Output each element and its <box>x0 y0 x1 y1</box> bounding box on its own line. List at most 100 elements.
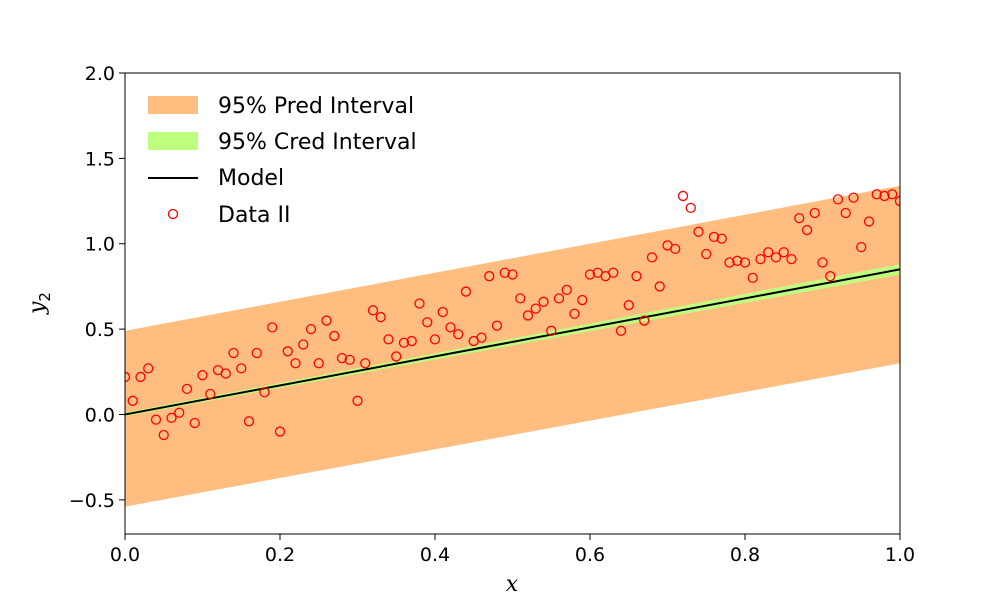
data-point <box>631 271 642 282</box>
data-point <box>158 429 169 441</box>
legend-swatch-pred <box>148 96 198 114</box>
data-point <box>608 267 619 278</box>
data-point <box>313 358 324 369</box>
x-axis-label: x <box>506 572 519 597</box>
data-point <box>336 352 348 364</box>
data-point <box>569 308 580 319</box>
data-point <box>871 189 882 200</box>
data-point <box>546 325 557 336</box>
data-point <box>724 257 735 268</box>
data-point <box>879 190 890 202</box>
data-point <box>135 371 146 383</box>
data-point <box>739 257 751 268</box>
data-point <box>205 388 216 400</box>
x-tick-label: 0.2 <box>265 544 295 566</box>
plot-frame <box>124 72 901 535</box>
data-point <box>646 252 658 263</box>
data-point <box>174 407 185 418</box>
data-point <box>794 212 805 224</box>
data-point <box>538 296 549 307</box>
legend-label-pred: 95% Pred Interval <box>218 94 414 119</box>
data-point <box>453 329 464 340</box>
data-point <box>298 339 309 350</box>
data-point <box>429 334 441 345</box>
legend-swatch-cred <box>148 132 198 150</box>
data-point <box>329 330 340 342</box>
data-point <box>840 207 851 219</box>
data-point <box>716 233 727 244</box>
data-point <box>685 202 696 214</box>
data-point <box>189 417 200 429</box>
x-tick-label: 0.6 <box>575 544 605 566</box>
x-tick-label: 0.8 <box>730 544 760 566</box>
legend-label-cred: 95% Cred Interval <box>218 130 417 155</box>
data-point <box>305 323 317 335</box>
data-point <box>809 207 820 219</box>
data-point <box>701 248 712 260</box>
data-point <box>437 306 448 318</box>
data-point <box>228 347 239 359</box>
data-point <box>491 320 503 331</box>
data-point <box>344 354 355 365</box>
data-point <box>282 346 293 357</box>
data-point <box>166 412 177 424</box>
data-point <box>848 192 859 203</box>
data-point <box>375 312 386 323</box>
legend-label-model: Model <box>218 166 284 191</box>
model-line <box>125 268 900 416</box>
data-point <box>406 335 417 347</box>
legend: 95% Pred Interval 95% Cred Interval Mode… <box>148 94 417 228</box>
data-point <box>274 426 286 437</box>
data-point <box>786 253 797 265</box>
x-tick-label: 0.0 <box>110 544 140 566</box>
y-tick-label: 1.5 <box>85 148 115 170</box>
y-tick-label: −0.5 <box>69 490 115 512</box>
data-point <box>367 305 379 316</box>
data-point <box>708 231 720 243</box>
y-tick-label: 0.0 <box>85 404 115 426</box>
data-point <box>801 224 813 236</box>
data-points <box>125 189 900 441</box>
data-point <box>243 416 255 427</box>
data-point <box>251 347 262 359</box>
data-point <box>476 332 487 343</box>
data-point <box>677 190 689 202</box>
y-tick-label: 0.5 <box>85 319 115 341</box>
data-point <box>445 322 456 333</box>
y-axis-ticks: −0.5 0.0 0.5 1.0 1.5 2.0 <box>69 63 125 512</box>
data-point <box>755 253 766 265</box>
data-point <box>863 216 875 227</box>
data-point <box>577 294 588 306</box>
data-point <box>267 322 278 333</box>
data-point <box>515 293 526 304</box>
data-point <box>615 325 627 336</box>
data-point <box>414 298 425 309</box>
pred-interval-band <box>125 185 900 507</box>
data-point <box>150 414 162 425</box>
data-point <box>181 383 193 395</box>
x-tick-label: 1.0 <box>885 544 915 566</box>
data-point <box>398 337 410 348</box>
data-point <box>460 286 472 297</box>
data-point <box>391 351 402 362</box>
data-point <box>484 271 495 282</box>
data-point <box>894 195 900 207</box>
data-point <box>732 255 743 266</box>
data-point <box>422 317 433 328</box>
data-point <box>832 194 844 205</box>
data-point <box>499 267 510 278</box>
data-point <box>290 358 301 369</box>
data-point <box>670 243 681 255</box>
y-axis-label: y2 <box>25 292 54 315</box>
data-point <box>197 370 208 381</box>
data-point <box>522 310 534 321</box>
data-point <box>623 300 634 311</box>
data-point <box>321 315 332 326</box>
data-point <box>125 371 131 383</box>
data-point <box>220 368 231 379</box>
x-tick-label: 0.4 <box>420 544 450 566</box>
data-point <box>507 269 518 280</box>
legend-label-data: Data II <box>218 203 291 228</box>
data-point <box>530 303 541 314</box>
